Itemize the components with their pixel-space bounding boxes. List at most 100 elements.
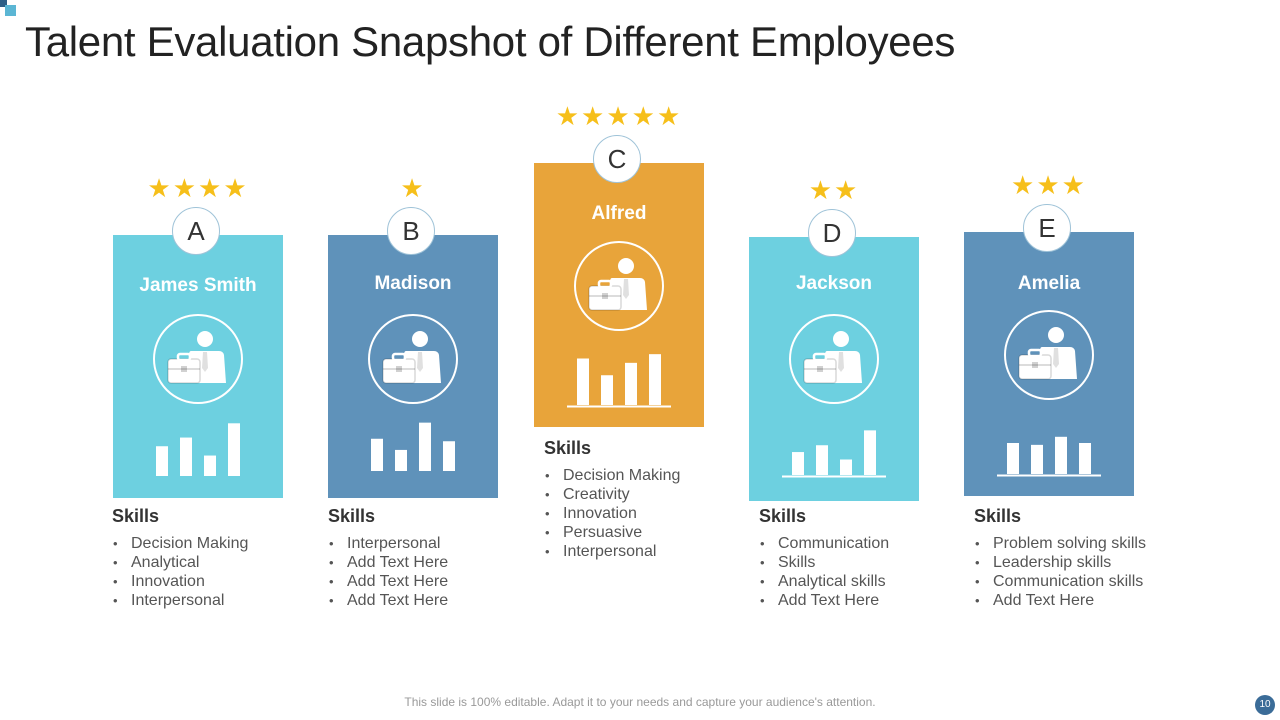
star-rating: ★★★★★ (504, 103, 734, 129)
performance-bar (204, 455, 216, 476)
performance-bar (371, 438, 383, 471)
performance-bar (1079, 443, 1091, 474)
performance-bar (180, 437, 192, 476)
employee-letter-badge: C (593, 135, 641, 183)
skill-item: Leadership skills (974, 553, 1174, 572)
performance-bar (228, 423, 240, 476)
star-icon: ★ (1036, 170, 1062, 200)
performance-bar (1007, 443, 1019, 474)
skills-list-e: Skills Problem solving skillsLeadership s… (974, 506, 1174, 610)
employee-card-d: ★★ D Jackson (749, 177, 919, 501)
businessman-briefcase-icon (788, 313, 880, 405)
star-icon: ★ (581, 101, 607, 131)
skill-item: Communication (759, 534, 959, 553)
performance-bar (649, 354, 661, 405)
star-icon: ★ (400, 173, 426, 203)
skill-item: Skills (759, 553, 959, 572)
star-icon: ★ (147, 173, 173, 203)
performance-bars (774, 409, 894, 479)
performance-bars (989, 408, 1109, 478)
skill-item: Interpersonal (328, 534, 528, 553)
star-icon: ★ (606, 101, 632, 131)
employee-card-a: ★★★★ A James Smith (113, 175, 283, 498)
skills-list-a: Skills Decision MakingAnalyticalInnovatio… (112, 506, 312, 610)
skill-item: Problem solving skills (974, 534, 1174, 553)
skill-item: Interpersonal (544, 542, 744, 561)
performance-bars (559, 339, 679, 409)
performance-bar (577, 358, 589, 405)
performance-bar (816, 445, 828, 475)
performance-bar (419, 422, 431, 471)
performance-bar (864, 430, 876, 475)
skill-item: Analytical skills (759, 572, 959, 591)
star-rating: ★ (298, 175, 528, 201)
footer-note: This slide is 100% editable. Adapt it to… (404, 695, 876, 709)
star-icon: ★ (223, 173, 249, 203)
performance-bars (353, 405, 473, 475)
star-icon: ★ (198, 173, 224, 203)
skill-item: Add Text Here (974, 591, 1174, 610)
performance-bar (1031, 444, 1043, 474)
employee-letter-badge: B (387, 207, 435, 255)
skills-heading: Skills (544, 438, 592, 458)
skill-item: Decision Making (112, 534, 312, 553)
performance-bar (395, 449, 407, 471)
page-number: 10 (1255, 695, 1275, 715)
star-rating: ★★★★ (83, 175, 313, 201)
skill-item: Add Text Here (328, 553, 528, 572)
star-icon: ★ (656, 101, 683, 131)
skill-item: Persuasive (544, 523, 744, 542)
skills-list-d: SkillsCommunicationSkillsAnalytical skil… (759, 506, 959, 610)
employee-name: Madison (374, 273, 452, 294)
star-icon: ★ (1061, 170, 1087, 200)
businessman-briefcase-icon (1003, 309, 1095, 401)
star-icon: ★ (834, 175, 860, 205)
star-icon: ★ (172, 173, 198, 203)
performance-bar (601, 375, 613, 405)
star-rating: ★★★ (934, 172, 1164, 198)
skill-item: Creativity (544, 485, 744, 504)
skills-heading: Skills (759, 506, 807, 526)
employee-name: Amelia (1017, 273, 1081, 294)
employee-name: Jackson (795, 273, 873, 294)
performance-bar (443, 441, 455, 471)
skill-item: Add Text Here (759, 591, 959, 610)
employee-letter-badge: A (172, 207, 220, 255)
performance-bar (1055, 436, 1067, 474)
star-icon: ★ (555, 101, 582, 131)
performance-bars (138, 410, 258, 480)
skills-heading: Skills (974, 506, 1022, 526)
star-icon: ★ (1011, 170, 1037, 200)
slide-title: Talent Evaluation Snapshot of Different … (25, 18, 956, 65)
performance-bar (840, 459, 852, 475)
employee-card-b: ★ B Madison (328, 175, 498, 498)
skills-heading: Skills (112, 506, 160, 526)
skills-list-b: SkillsInterpersonalAdd Text HereAdd Text… (328, 506, 528, 610)
employee-name: Alfred (591, 203, 647, 224)
employee-letter-badge: D (808, 209, 856, 257)
star-rating: ★★ (719, 177, 949, 203)
skills-heading: Skills (328, 506, 376, 526)
skill-item: Communication skills (974, 572, 1174, 591)
skill-item: Innovation (112, 572, 312, 591)
skills-list-c: Skills Decision MakingCreativityInnovatio… (544, 438, 744, 561)
businessman-briefcase-icon (573, 240, 665, 332)
skill-item: Add Text Here (328, 572, 528, 591)
corner-decoration (0, 0, 20, 20)
employee-card-c: ★★★★★ C Alfred (534, 103, 704, 427)
businessman-briefcase-icon (152, 313, 244, 405)
skill-item: Interpersonal (112, 591, 312, 610)
businessman-briefcase-icon (367, 313, 459, 405)
star-icon: ★ (808, 175, 834, 205)
star-icon: ★ (631, 101, 657, 131)
performance-bar (625, 362, 637, 405)
skill-item: Add Text Here (328, 591, 528, 610)
employee-card-e: ★★★ E Amelia (964, 172, 1134, 496)
skill-item: Analytical (112, 553, 312, 572)
skill-item: Decision Making (544, 466, 744, 485)
employee-letter-badge: E (1023, 204, 1071, 252)
performance-bar (792, 452, 804, 475)
performance-bar (156, 446, 168, 476)
skill-item: Innovation (544, 504, 744, 523)
employee-name: James Smith (139, 275, 257, 296)
